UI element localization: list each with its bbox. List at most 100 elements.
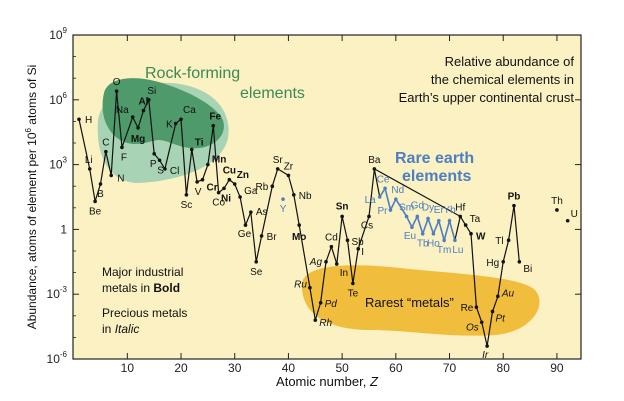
- point-al: [141, 108, 146, 113]
- point-p: [152, 152, 156, 156]
- note-major-line-2: metals in Bold: [102, 281, 180, 295]
- point-se: [254, 260, 259, 264]
- rare-earth-series-line: [373, 168, 461, 244]
- lu-hf-connector: [454, 216, 461, 241]
- label-mn: Mn: [212, 155, 226, 166]
- label-ce: Ce: [377, 174, 390, 185]
- label-zn: Zn: [237, 170, 249, 181]
- point-ti: [189, 147, 194, 152]
- label-nb: Nb: [299, 191, 312, 202]
- label-ir: Ir: [482, 350, 489, 361]
- label-li: Li: [85, 155, 93, 166]
- point-re: [474, 305, 479, 309]
- point-fe: [211, 123, 216, 128]
- point-f: [120, 145, 124, 150]
- label-gd: Gd: [411, 200, 424, 211]
- label-u: U: [571, 209, 578, 220]
- label-v: V: [195, 187, 202, 198]
- y-axis: 109 106 103 1 10-3 10-6: [47, 26, 581, 366]
- point-gd: [415, 214, 420, 219]
- point-hf: [458, 214, 463, 219]
- label-k: K: [166, 120, 173, 131]
- point-ga: [238, 195, 242, 199]
- point-o: [114, 89, 119, 93]
- label-tb: Tb: [417, 239, 429, 250]
- label-th: Th: [551, 196, 563, 207]
- label-yb: Yb: [443, 205, 456, 216]
- point-ir: [485, 344, 489, 348]
- point-in: [334, 262, 339, 266]
- point-zr: [286, 173, 291, 178]
- label-rb: Rb: [256, 182, 269, 193]
- point-cu: [227, 177, 232, 182]
- y-tick-label: 103: [49, 156, 67, 172]
- point-la: [377, 195, 382, 199]
- point-h: [77, 117, 81, 122]
- point-sb: [345, 238, 350, 242]
- x-tick-label: 90: [550, 361, 564, 375]
- rarest-metals-label: Rarest “metals”: [365, 295, 454, 310]
- rock-forming-label-elements: elements: [240, 85, 305, 102]
- label-sm: Sm: [399, 202, 414, 213]
- label-na: Na: [116, 105, 129, 116]
- x-axis-label: Atomic number, Z: [276, 374, 379, 389]
- label-cr: Cr: [207, 183, 218, 194]
- label-pr: Pr: [377, 206, 388, 217]
- chart-title-line-1: Relative abundance of: [445, 54, 575, 69]
- label-br: Br: [267, 232, 278, 243]
- label-pd: Pd: [325, 299, 338, 310]
- point-cr: [200, 177, 205, 182]
- point-w: [469, 231, 473, 236]
- point-ba: [372, 167, 377, 171]
- point-rh: [313, 318, 318, 322]
- point-mo: [297, 223, 301, 227]
- label-p: P: [150, 159, 157, 170]
- label-in: In: [340, 268, 348, 279]
- point-s: [157, 158, 162, 163]
- label-as: As: [256, 207, 268, 218]
- point-sr: [275, 167, 280, 171]
- point-nd: [394, 197, 398, 201]
- label-ba: Ba: [368, 155, 381, 166]
- label-re: Re: [461, 303, 474, 314]
- point-te: [351, 281, 355, 286]
- label-tl: Tl: [495, 236, 503, 247]
- label-hg: Hg: [486, 258, 499, 269]
- point-i: [356, 247, 361, 251]
- label-i: I: [361, 247, 364, 258]
- y-tick-label: 10-3: [47, 285, 68, 301]
- point-rb: [270, 184, 275, 188]
- point-ca: [179, 117, 183, 122]
- point-th: [555, 208, 559, 212]
- label-hf: Hf: [455, 202, 465, 213]
- point-ce: [383, 186, 387, 191]
- label-al: Al: [138, 97, 148, 108]
- rare-earth-label-elements: elements: [402, 168, 471, 185]
- rare-earth-label: Rare earth: [395, 150, 474, 167]
- point-sm: [404, 214, 409, 219]
- label-tm: Tm: [437, 245, 451, 256]
- label-dy: Dy: [422, 203, 434, 214]
- chart-title-line-2: the chemical elements in: [431, 72, 574, 87]
- label-ag: Ag: [309, 257, 323, 268]
- label-y: Y: [280, 204, 287, 215]
- label-ca: Ca: [183, 105, 196, 116]
- x-tick-label: 30: [228, 361, 242, 375]
- point-pd: [318, 301, 323, 305]
- label-pb: Pb: [508, 192, 521, 203]
- point-pt: [490, 309, 495, 314]
- note-precious-line-1: Precious metals: [102, 306, 187, 320]
- y-axis-label: Abundance, atoms of element per 106 atom…: [24, 65, 39, 330]
- label-te: Te: [348, 288, 359, 299]
- point-v: [195, 180, 199, 184]
- point-ho: [431, 231, 436, 236]
- label-ga: Ga: [244, 186, 258, 197]
- label-se: Se: [250, 267, 263, 278]
- label-bi: Bi: [523, 264, 532, 275]
- point-ru: [308, 285, 312, 290]
- label-cu: Cu: [223, 166, 236, 177]
- point-tb: [420, 231, 425, 236]
- point-mn: [206, 162, 210, 167]
- label-w: W: [476, 232, 486, 243]
